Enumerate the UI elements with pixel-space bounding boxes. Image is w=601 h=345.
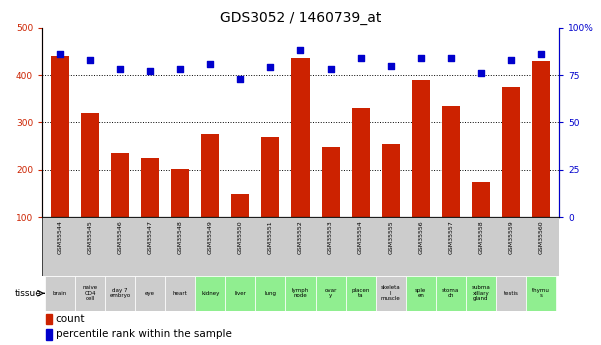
Text: day 7
embryо: day 7 embryо [109,288,131,298]
Bar [201,134,219,265]
Bar [376,276,406,310]
Text: GSM35548: GSM35548 [178,220,183,254]
Point [506,57,516,62]
Bar [466,276,496,310]
Text: heart: heart [173,291,188,296]
Text: GSM35547: GSM35547 [148,220,153,254]
Bar [502,87,520,265]
Text: brain: brain [53,291,67,296]
Bar [225,276,255,310]
Point [386,63,395,68]
Text: testis: testis [504,291,518,296]
Text: GSM35560: GSM35560 [538,220,543,254]
Bar [45,276,75,310]
Bar [46,329,52,340]
Bar [171,169,189,265]
Title: GDS3052 / 1460739_at: GDS3052 / 1460739_at [220,11,381,25]
Point [536,51,546,57]
Text: lymph
node: lymph node [292,288,309,298]
Bar [105,276,135,310]
Bar [322,147,340,265]
Bar [141,158,159,265]
Bar [261,137,279,265]
Bar [382,144,400,265]
Text: subma
xillary
gland: subma xillary gland [471,285,490,301]
Bar [111,153,129,265]
Text: liver: liver [234,291,246,296]
Text: GSM35553: GSM35553 [328,220,333,254]
Text: count: count [56,314,85,324]
Text: GSM35555: GSM35555 [388,220,393,254]
Text: GSM35554: GSM35554 [358,220,363,254]
Bar [352,108,370,265]
Text: ovar
y: ovar y [325,288,337,298]
Point [266,65,275,70]
Text: tissue: tissue [14,289,41,298]
Text: stoma
ch: stoma ch [442,288,459,298]
Bar [81,113,99,265]
Bar [165,276,195,310]
Point [206,61,215,66]
Text: naive
CD4
cell: naive CD4 cell [82,285,98,301]
Bar [291,58,310,265]
Text: GSM35557: GSM35557 [448,220,453,254]
Point [115,67,125,72]
Bar [412,80,430,265]
Text: GSM35550: GSM35550 [238,220,243,254]
Text: GSM35551: GSM35551 [268,220,273,254]
Text: sple
en: sple en [415,288,426,298]
Text: GSM35559: GSM35559 [508,220,513,254]
Text: GSM35558: GSM35558 [478,220,483,254]
Bar [526,276,556,310]
Bar [42,217,559,276]
Text: GSM35544: GSM35544 [58,220,63,254]
Point [145,68,155,74]
Text: GSM35545: GSM35545 [88,220,93,254]
Point [476,70,486,76]
Bar [316,276,346,310]
Text: GSM35549: GSM35549 [208,220,213,254]
Bar [231,194,249,265]
Point [85,57,95,62]
Bar [406,276,436,310]
Bar [532,61,550,265]
Point [296,48,305,53]
Text: lung: lung [264,291,276,296]
Text: skeleta
l
muscle: skeleta l muscle [381,285,400,301]
Text: placen
ta: placen ta [352,288,370,298]
Text: GSM35556: GSM35556 [418,220,423,254]
Bar [496,276,526,310]
Text: kidney: kidney [201,291,219,296]
Point [55,51,65,57]
Bar [436,276,466,310]
Point [416,55,426,61]
Text: GSM35546: GSM35546 [118,220,123,254]
Bar [442,106,460,265]
Point [356,55,365,61]
Bar [51,56,69,265]
Text: GSM35552: GSM35552 [298,220,303,254]
Bar [255,276,285,310]
Bar [285,276,316,310]
Text: eye: eye [145,291,155,296]
Text: percentile rank within the sample: percentile rank within the sample [56,329,232,339]
Text: thymu
s: thymu s [532,288,550,298]
Bar [472,182,490,265]
Point [326,67,335,72]
Bar [195,276,225,310]
Bar [75,276,105,310]
Bar [346,276,376,310]
Point [175,67,185,72]
Bar [46,314,52,324]
Bar [135,276,165,310]
Point [446,55,456,61]
Point [236,76,245,81]
